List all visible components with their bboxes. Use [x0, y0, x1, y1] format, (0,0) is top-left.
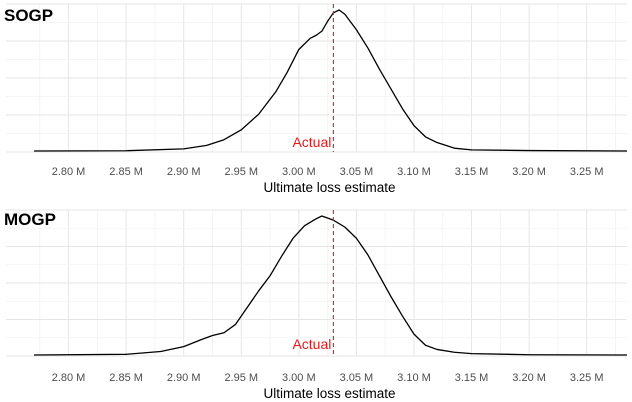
x-axis-label: Ultimate loss estimate	[263, 180, 395, 195]
density-line	[33, 215, 628, 356]
x-tick-label: 2.95 M	[224, 372, 258, 384]
x-tick-label: 3.10 M	[397, 166, 431, 178]
x-tick-label: 2.85 M	[109, 166, 143, 178]
x-tick-label: 3.20 M	[512, 372, 546, 384]
x-tick-label: 3.25 M	[570, 372, 604, 384]
x-tick-label: 3.15 M	[455, 372, 489, 384]
x-tick-label: 3.25 M	[570, 166, 604, 178]
x-tick-label: 3.15 M	[455, 166, 489, 178]
x-tick-label: 3.00 M	[282, 372, 316, 384]
x-tick-label: 2.95 M	[224, 166, 258, 178]
x-tick-label: 3.05 M	[340, 372, 374, 384]
grid	[6, 209, 627, 357]
x-tick-label: 3.10 M	[397, 372, 431, 384]
x-tick-label: 3.20 M	[512, 166, 546, 178]
density-line	[33, 9, 628, 152]
panel-mogp: Actual 2.80 M 2.85 M 2.90 M 2.95 M 3.00 M 3.05…	[4, 209, 628, 401]
x-tick-label: 2.90 M	[167, 166, 201, 178]
panel-sogp: Actual 2.80 M 2.85 M 2.90 M 2.95 M 3.00 M 3.05…	[4, 3, 628, 195]
x-tick-label: 2.80 M	[52, 372, 86, 384]
panel-title: SOGP	[4, 6, 53, 25]
panel-title: MOGP	[4, 210, 56, 229]
x-tick-label: 2.90 M	[167, 372, 201, 384]
actual-annotation: Actual	[292, 134, 331, 150]
grid	[6, 3, 627, 153]
x-tick-label: 2.80 M	[52, 166, 86, 178]
x-tick-label: 2.85 M	[109, 372, 143, 384]
x-tick-label: 3.05 M	[340, 166, 374, 178]
x-tick-label: 3.00 M	[282, 166, 316, 178]
actual-annotation: Actual	[292, 336, 331, 352]
x-axis-label: Ultimate loss estimate	[263, 386, 395, 401]
